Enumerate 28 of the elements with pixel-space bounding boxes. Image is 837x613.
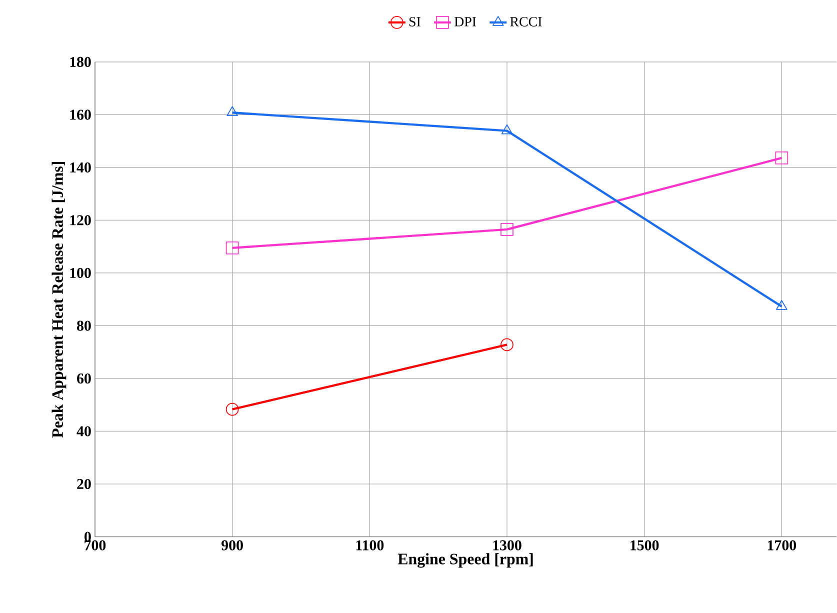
legend-label: RCCI	[510, 17, 542, 27]
y-tick-label: 160	[70, 110, 91, 120]
x-tick-label: 700	[84, 540, 106, 550]
point	[226, 403, 239, 416]
y-tick-label: 20	[77, 479, 91, 490]
x-tick-label: 900	[222, 540, 243, 550]
legend-label: DPI	[454, 17, 476, 26]
x-tick-label: 1700	[768, 540, 796, 550]
point	[776, 300, 788, 310]
y-tick-label: 120	[70, 215, 91, 226]
y-tick-label: 180	[70, 57, 91, 68]
x-tick-label: 1500	[630, 540, 659, 550]
y-tick-label: 80	[77, 320, 91, 331]
point	[500, 223, 514, 236]
y-tick-label: 140	[70, 162, 91, 173]
y-tick-label: 100	[70, 268, 91, 278]
point	[500, 338, 514, 352]
x-tick-label: 1100	[356, 540, 384, 550]
point	[226, 242, 239, 255]
y-tick-label: 60	[77, 374, 91, 384]
y-tick-label: 40	[76, 426, 91, 436]
point	[501, 124, 513, 134]
point	[226, 106, 238, 116]
x-axis-title: Engine Speed [rpm]	[398, 553, 533, 568]
legend-label: SI	[409, 17, 420, 27]
y-axis-title: Peak Apparent Heat Release Rate [J/ms]	[52, 162, 66, 438]
point	[775, 152, 788, 165]
x-tick-label: 1300	[493, 540, 522, 550]
